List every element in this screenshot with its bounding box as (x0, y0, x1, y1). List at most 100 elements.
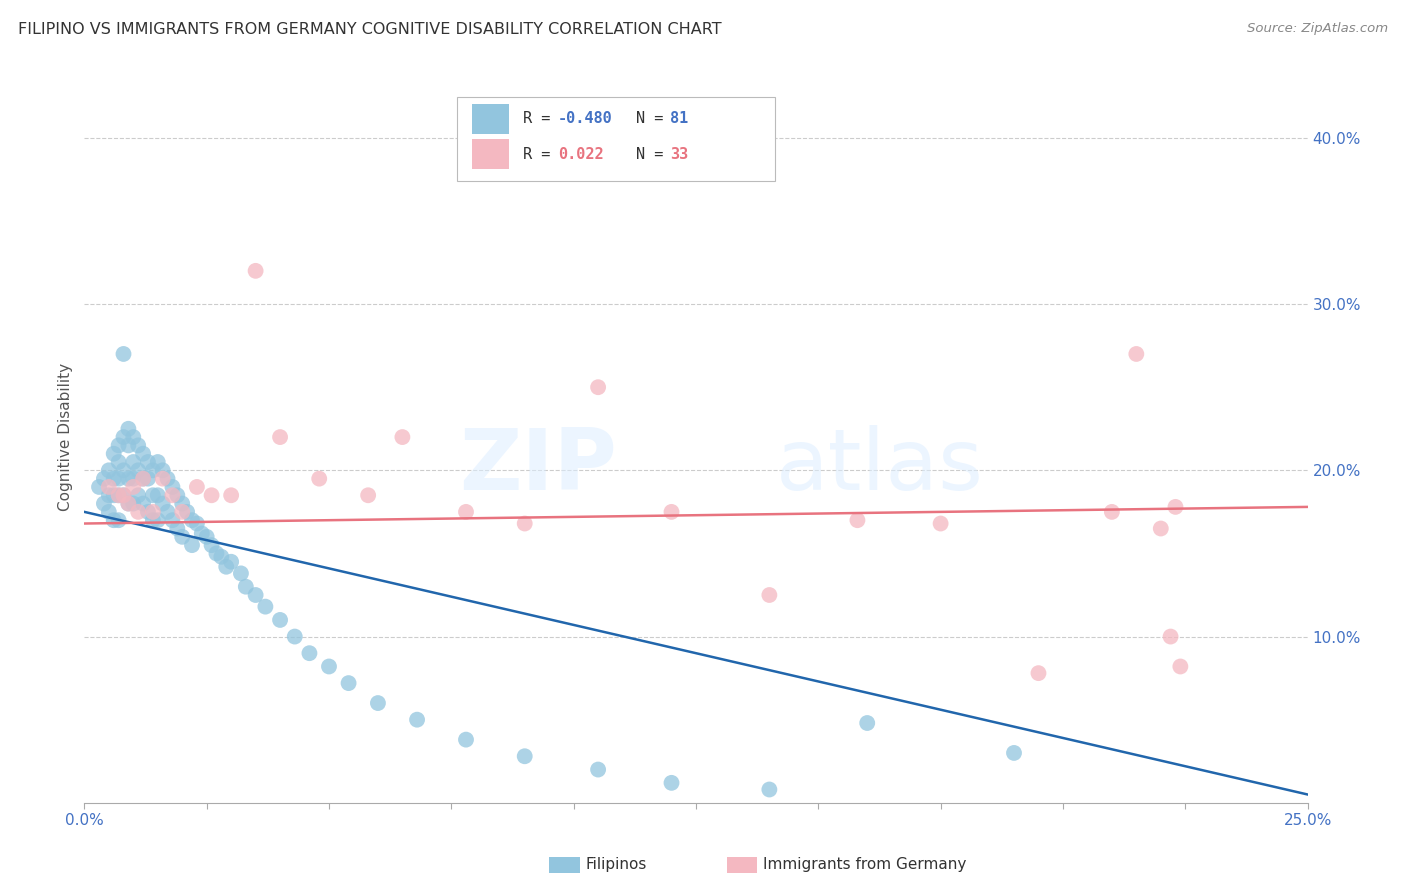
Point (162, 513, 184, 527)
Point (846, 513, 869, 527)
Point (122, 472, 145, 486)
Point (117, 422, 139, 436)
Point (107, 438, 129, 452)
Point (1164, 500, 1187, 514)
Point (856, 716, 879, 731)
Point (391, 430, 413, 444)
Text: 81: 81 (671, 112, 689, 127)
Point (200, 488, 222, 502)
Point (127, 488, 149, 502)
Point (107, 488, 129, 502)
Text: N =: N = (636, 112, 672, 127)
Point (367, 696, 389, 710)
Point (758, 588, 780, 602)
Point (337, 676, 360, 690)
Point (186, 516, 208, 531)
Point (186, 480, 208, 494)
Point (172, 530, 194, 544)
Text: Immigrants from Germany: Immigrants from Germany (763, 857, 966, 872)
Point (162, 488, 184, 502)
Text: -0.480: -0.480 (558, 112, 613, 127)
Point (200, 538, 222, 552)
Point (152, 497, 174, 511)
Point (215, 559, 238, 574)
Point (107, 513, 129, 527)
Point (127, 505, 149, 519)
Text: R =: R = (523, 146, 569, 161)
Point (107, 455, 129, 469)
Point (146, 488, 169, 502)
Point (136, 505, 159, 519)
Bar (457, 97, 776, 181)
Point (103, 472, 125, 486)
Point (166, 521, 188, 535)
Point (152, 463, 174, 477)
Point (229, 566, 252, 581)
Point (97, 505, 120, 519)
Point (406, 713, 429, 727)
Point (298, 646, 321, 660)
Text: Filipinos: Filipinos (586, 857, 647, 872)
Text: ZIP: ZIP (458, 425, 616, 508)
Point (162, 480, 184, 494)
Point (181, 538, 204, 552)
Point (586, 763, 609, 777)
Point (1170, 659, 1192, 673)
Point (107, 472, 129, 486)
Point (142, 463, 165, 477)
Point (1160, 630, 1182, 644)
Point (136, 472, 159, 486)
Point (117, 472, 139, 486)
Point (122, 480, 145, 494)
Point (97, 480, 120, 494)
Point (245, 264, 267, 278)
Point (132, 472, 155, 486)
Point (245, 588, 267, 602)
Bar (472, 139, 509, 169)
Point (209, 549, 232, 564)
Point (235, 580, 257, 594)
Point (513, 749, 536, 764)
Point (172, 505, 194, 519)
Point (117, 438, 139, 452)
Point (112, 488, 135, 502)
Point (929, 516, 952, 531)
Point (284, 630, 307, 644)
Point (122, 497, 145, 511)
Point (103, 488, 125, 502)
Point (112, 430, 135, 444)
Point (1028, 666, 1050, 681)
Point (454, 732, 477, 747)
Point (142, 505, 165, 519)
Point (142, 513, 165, 527)
Point (97, 463, 120, 477)
Point (117, 497, 139, 511)
Point (122, 455, 145, 469)
Point (205, 546, 228, 560)
Point (127, 438, 149, 452)
Point (136, 455, 159, 469)
Point (758, 782, 780, 797)
Point (112, 347, 135, 361)
Point (269, 430, 291, 444)
Point (146, 455, 169, 469)
Point (112, 488, 135, 502)
Point (661, 776, 683, 790)
Point (152, 472, 174, 486)
Y-axis label: Cognitive Disability: Cognitive Disability (58, 363, 73, 511)
Point (219, 488, 242, 502)
Point (93, 497, 115, 511)
Point (181, 513, 204, 527)
Point (1002, 746, 1025, 760)
Point (132, 447, 155, 461)
Text: FILIPINO VS IMMIGRANTS FROM GERMANY COGNITIVE DISABILITY CORRELATION CHART: FILIPINO VS IMMIGRANTS FROM GERMANY COGN… (18, 22, 721, 37)
Point (112, 463, 135, 477)
Point (122, 430, 145, 444)
Point (586, 380, 609, 394)
Point (195, 530, 218, 544)
Point (132, 472, 155, 486)
Bar (472, 104, 509, 134)
Bar (727, 857, 758, 873)
Point (146, 513, 169, 527)
Point (318, 659, 340, 673)
